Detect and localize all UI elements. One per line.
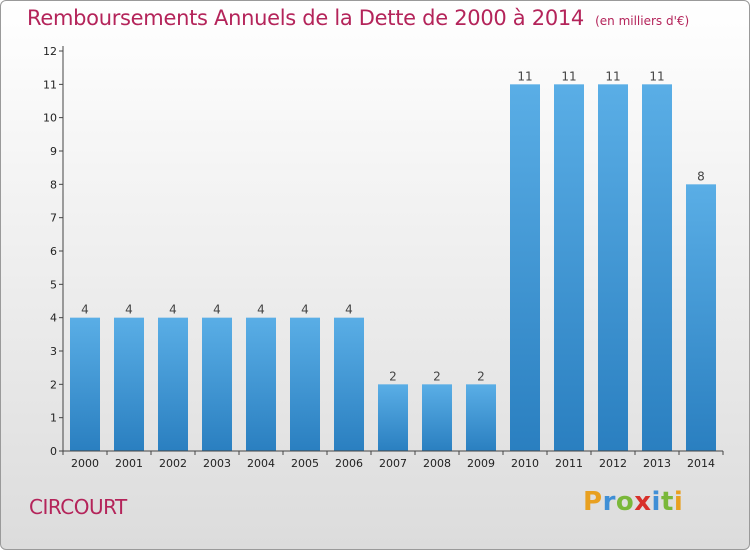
logo-letter: o [615, 487, 635, 517]
logo-letter: t [660, 487, 674, 517]
logo-letter: x [634, 487, 652, 517]
y-tick-label-5: 5 [50, 278, 57, 291]
data-label-2014: 8 [697, 169, 705, 183]
data-label-2010: 11 [517, 69, 532, 83]
bar-2002 [158, 317, 188, 451]
y-tick-label-0: 0 [50, 445, 57, 458]
bar-2011 [554, 84, 584, 451]
y-tick-label-4: 4 [50, 312, 57, 325]
data-label-2006: 4 [345, 303, 353, 317]
y-tick-label-2: 2 [50, 378, 57, 391]
x-tick-label-2002: 2002 [159, 457, 187, 470]
x-tick-label-2010: 2010 [511, 457, 539, 470]
logo-letter: r [602, 487, 616, 517]
data-label-2000: 4 [81, 303, 89, 317]
x-tick-label-2003: 2003 [203, 457, 231, 470]
bar-2005 [290, 317, 320, 451]
data-label-2003: 4 [213, 303, 221, 317]
axis-layer: 2000 2001 2002 2003 2004 2005 2006 2007 2008 2009… [43, 45, 724, 470]
bar-2004 [246, 317, 276, 451]
proxiti-logo: Proxiti [583, 487, 683, 517]
bar-2001 [114, 317, 144, 451]
x-tick-label-2005: 2005 [291, 457, 319, 470]
x-tick-label-2011: 2011 [555, 457, 583, 470]
bar-2003 [202, 317, 232, 451]
bar-2009 [466, 384, 496, 451]
logo-letter: i [651, 487, 661, 517]
y-tick-label-7: 7 [50, 212, 57, 225]
y-tick-label-11: 11 [43, 78, 57, 91]
y-tick-label-9: 9 [50, 145, 57, 158]
x-tick-label-2012: 2012 [599, 457, 627, 470]
bar-2013 [642, 84, 672, 451]
data-label-2001: 4 [125, 303, 133, 317]
data-label-2005: 4 [301, 303, 309, 317]
x-tick-label-2013: 2013 [643, 457, 671, 470]
data-label-2008: 2 [433, 369, 441, 383]
y-tick-label-10: 10 [43, 112, 57, 125]
bar-2006 [334, 317, 364, 451]
y-tick-label-3: 3 [50, 345, 57, 358]
x-tick-label-2001: 2001 [115, 457, 143, 470]
chart-unit: (en milliers d'€) [595, 14, 690, 28]
logo-letter: P [583, 487, 603, 517]
x-tick-label-2006: 2006 [335, 457, 363, 470]
x-tick-label-2007: 2007 [379, 457, 407, 470]
bar-2008 [422, 384, 452, 451]
y-tick-label-12: 12 [43, 45, 57, 58]
y-tick-label-6: 6 [50, 245, 57, 258]
data-label-2013: 11 [649, 69, 664, 83]
data-label-2007: 2 [389, 369, 397, 383]
commune-name: CIRCOURT [29, 495, 127, 519]
data-label-2012: 11 [605, 69, 620, 83]
data-label-2011: 11 [561, 69, 576, 83]
data-label-2002: 4 [169, 303, 177, 317]
x-tick-label-2014: 2014 [687, 457, 715, 470]
logo-letter: i [673, 487, 684, 517]
title-row: Remboursements Annuels de la Dette de 20… [27, 6, 689, 30]
x-tick-label-2009: 2009 [467, 457, 495, 470]
bar-2007 [378, 384, 408, 451]
bar-2000 [70, 317, 100, 451]
data-label-2009: 2 [477, 369, 485, 383]
data-label-2004: 4 [257, 303, 265, 317]
bar-2010 [510, 84, 540, 451]
x-tick-label-2000: 2000 [71, 457, 99, 470]
bar-2012 [598, 84, 628, 451]
x-tick-label-2004: 2004 [247, 457, 275, 470]
chart-title: Remboursements Annuels de la Dette de 20… [27, 6, 584, 30]
bar-2014 [686, 184, 716, 452]
bars-layer: 4 4 4 4 4 4 4 2 2 2 11 11 11 11 8 [70, 69, 716, 452]
y-tick-label-1: 1 [50, 412, 57, 425]
x-tick-label-2008: 2008 [423, 457, 451, 470]
y-tick-label-8: 8 [50, 178, 57, 191]
